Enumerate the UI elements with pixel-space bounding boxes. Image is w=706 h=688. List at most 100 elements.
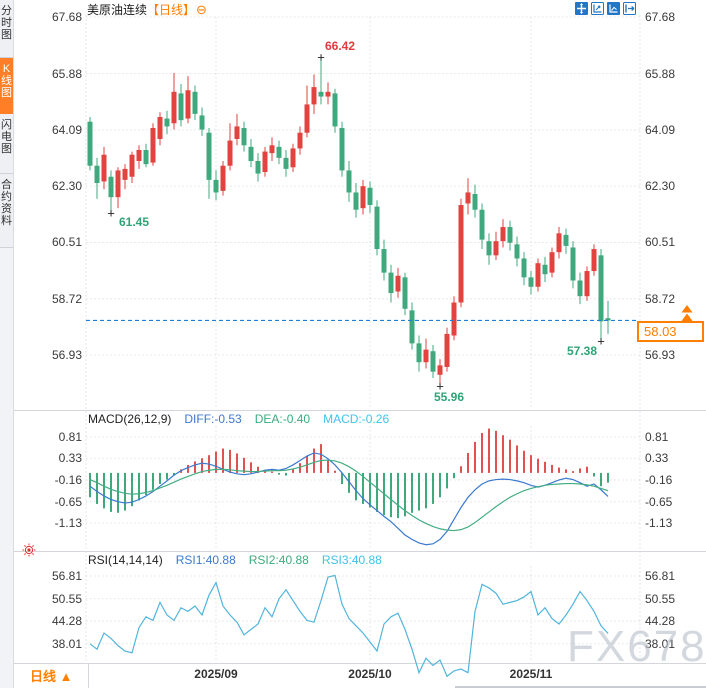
candle-body [591, 249, 597, 272]
sidebar-item-contract-info[interactable]: 合约资料 [0, 174, 13, 248]
chart-title: 美原油连续【日线】⊖ [87, 1, 207, 18]
candle-body [304, 104, 310, 133]
candle-body [500, 227, 506, 242]
candle-body [143, 149, 149, 165]
candle-body [262, 151, 268, 173]
candle-body [178, 93, 184, 121]
candle-body [381, 249, 387, 273]
candle-body [122, 168, 128, 180]
candle-body [409, 310, 415, 344]
sidebar-item-kline-chart[interactable]: K线图 [0, 58, 13, 114]
sidebar-item-time-chart[interactable]: 分时图 [0, 0, 13, 58]
period-tab-daily[interactable]: 日线 ▲ [30, 669, 73, 684]
candle-body [234, 126, 240, 139]
candle-body [157, 116, 163, 139]
axis-scale-icon[interactable] [591, 2, 604, 15]
candle-body [206, 132, 212, 180]
candle-body [283, 157, 289, 169]
candle-body [514, 244, 520, 259]
candle-body [101, 154, 107, 182]
candle-body [374, 206, 380, 250]
alarm-icon[interactable] [22, 543, 36, 557]
candle-body [605, 318, 611, 321]
sidebar-item-label: 分时图 [1, 5, 12, 41]
candle-body [318, 91, 324, 97]
bottom-scrollbar[interactable] [455, 686, 706, 688]
candle-body [276, 146, 282, 158]
x-axis-label: 2025/09 [194, 667, 238, 681]
candle-body [346, 170, 352, 193]
rsi3-value: RSI3:40.88 [321, 553, 382, 567]
macd-header: MACD(26,12,9) DIFF:-0.53 DEA:-0.40 MACD:-0.… [88, 412, 402, 426]
candle-body [388, 272, 394, 294]
candle-body [472, 194, 478, 210]
candle-body [213, 179, 219, 193]
sidebar: 分时图 K线图 闪电图 合约资料 [0, 0, 14, 688]
candle-body [115, 170, 121, 198]
candle-body [521, 258, 527, 278]
candle-body [129, 154, 135, 177]
candle-body [325, 91, 331, 97]
macd-diff-value: DIFF:-0.53 [184, 412, 242, 426]
period-tag[interactable]: 【日线】 [147, 3, 196, 17]
candle-body [549, 252, 555, 273]
rsi-header: RSI(14,14,14) RSI1:40.88 RSI2:40.88 RSI3:40… [88, 553, 395, 567]
candle-body [136, 149, 142, 162]
macd-dea-line [89, 459, 609, 532]
candle-body [465, 192, 471, 204]
candle-body [577, 280, 583, 297]
candle-body [353, 192, 359, 210]
candle-body [269, 145, 275, 154]
x-axis-label: 2025/11 [509, 667, 553, 681]
candle-body [332, 93, 338, 127]
collapse-icon[interactable]: ⊖ [196, 2, 207, 17]
candle-body [150, 127, 156, 163]
sidebar-item-label: K线图 [1, 63, 12, 99]
macd-macd-value: MACD:-0.26 [323, 412, 390, 426]
candle-body [164, 118, 170, 127]
candle-body [444, 333, 450, 367]
candle-body [430, 351, 436, 372]
candle-body [479, 209, 485, 240]
rsi1-value: RSI1:40.88 [175, 553, 236, 567]
current-price-badge: 58.03 [637, 321, 704, 342]
candle-body [87, 121, 93, 166]
candle-body [227, 140, 233, 166]
sidebar-item-label: 合约资料 [1, 179, 12, 227]
toolbar [575, 2, 636, 15]
candle-body [297, 132, 303, 149]
macd-name[interactable]: MACD(26,12,9) [88, 412, 172, 426]
sidebar-item-label: 闪电图 [1, 119, 12, 155]
candle-body [493, 241, 499, 256]
candle-body [584, 271, 590, 297]
candle-body [241, 127, 247, 146]
rsi2-value: RSI2:40.88 [248, 553, 309, 567]
candle-body [248, 146, 254, 162]
candle-body [507, 227, 513, 243]
candle-body [542, 264, 548, 275]
candle-body [311, 87, 317, 105]
candle-body [395, 275, 401, 292]
macd-diff-line [89, 452, 609, 546]
candle-body [339, 127, 345, 171]
candle-body [108, 176, 114, 198]
candle-body [367, 187, 373, 206]
candle-body [171, 91, 177, 124]
candle-body [192, 91, 198, 114]
sidebar-item-flash-chart[interactable]: 闪电图 [0, 114, 13, 174]
candle-body [416, 343, 422, 363]
candle-body [486, 241, 492, 256]
candle-body [570, 247, 576, 281]
rsi-line [89, 574, 609, 678]
rsi-name[interactable]: RSI(14,14,14) [88, 553, 163, 567]
candle-body [458, 205, 464, 303]
chart-view-icon[interactable] [607, 2, 620, 15]
exit-panel-icon[interactable] [623, 2, 636, 15]
candle-body [402, 277, 408, 309]
candle-body [185, 90, 191, 119]
move-tool-icon[interactable] [575, 2, 588, 15]
candle-body [360, 186, 366, 209]
candle-body [437, 365, 443, 375]
macd-dea-value: DEA:-0.40 [254, 412, 311, 426]
